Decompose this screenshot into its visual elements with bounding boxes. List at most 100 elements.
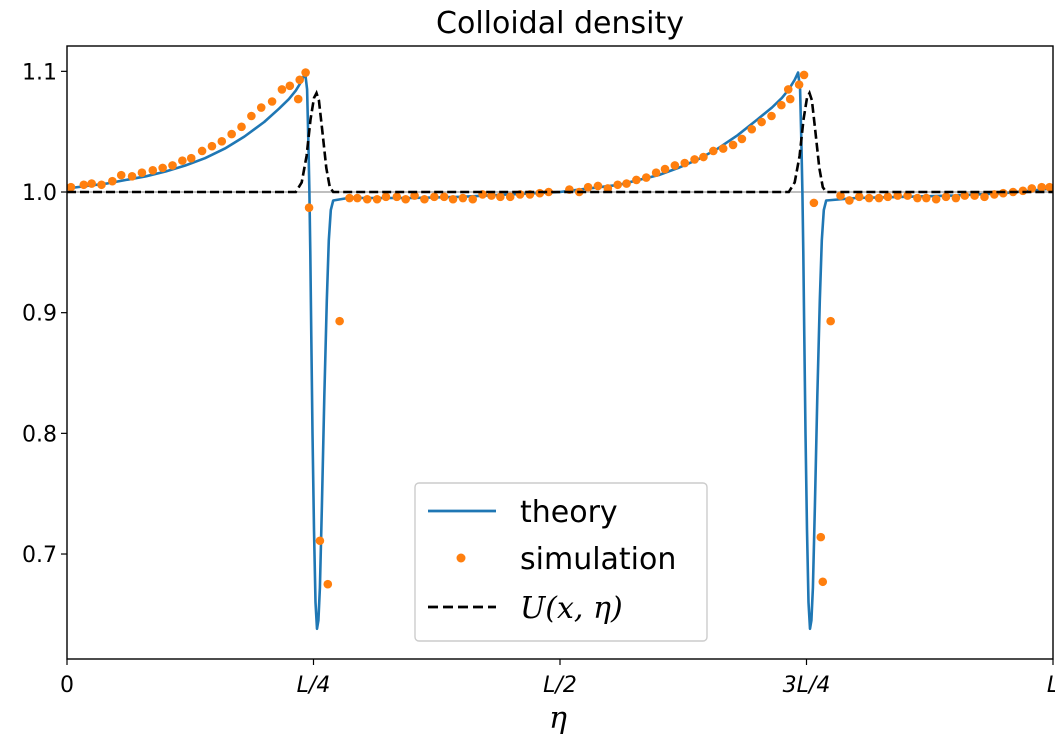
simulation-point [1027, 184, 1037, 193]
simulation-point [87, 179, 96, 188]
simulation-point [874, 193, 884, 203]
legend-label: simulation [520, 542, 676, 577]
simulation-point [651, 168, 661, 178]
simulation-point [448, 194, 458, 204]
simulation-point [468, 194, 478, 204]
simulation-point [544, 187, 553, 197]
x-tick-label: 3L/4 [783, 673, 831, 698]
y-tick-label: 0.8 [22, 422, 57, 447]
simulation-point [980, 192, 989, 202]
simulation-point [127, 172, 137, 181]
simulation-point [345, 193, 354, 203]
simulation-point [931, 194, 941, 204]
simulation-point [1037, 182, 1046, 192]
simulation-point [883, 192, 893, 202]
y-tick-label: 1.0 [22, 181, 57, 206]
simulation-point [785, 94, 795, 104]
simulation-point [137, 168, 147, 178]
simulation-point [1047, 184, 1053, 193]
simulation-point [458, 193, 468, 203]
simulation-point [148, 165, 158, 175]
simulation-point [680, 158, 690, 168]
simulation-point [295, 75, 304, 85]
simulation-point [217, 137, 227, 146]
simulation-point [690, 155, 699, 164]
simulation-point [767, 111, 776, 121]
simulation-point [845, 196, 854, 205]
simulation-point [783, 85, 793, 94]
simulation-point [335, 316, 344, 326]
simulation-point [97, 180, 106, 190]
simulation-point [207, 141, 217, 151]
simulation-point [256, 103, 266, 112]
simulation-point [799, 70, 809, 80]
simulation-point [737, 134, 747, 144]
series-line-potential [67, 89, 1053, 194]
simulation-point [227, 129, 236, 139]
simulation-point [277, 85, 287, 94]
simulation-point [816, 532, 826, 542]
plot-inner [67, 68, 1053, 631]
simulation-point [970, 191, 979, 200]
simulation-point [794, 80, 804, 89]
legend-label: U(x, η) [520, 591, 623, 626]
simulation-point [777, 100, 786, 110]
plot-area [67, 68, 1053, 631]
simulation-point [903, 191, 912, 200]
simulation-point [660, 164, 670, 174]
simulation-point [826, 316, 835, 326]
simulation-point [603, 184, 613, 193]
simulation-point [67, 182, 76, 192]
x-axis-label: η [549, 701, 567, 736]
simulation-point [670, 161, 680, 170]
simulation-point [237, 122, 246, 132]
simulation-point [913, 193, 922, 203]
simulation-point [323, 579, 333, 589]
x-tick-label: 0 [60, 673, 74, 698]
simulation-point [622, 179, 631, 188]
series-line-theory [67, 71, 1053, 631]
simulation-point [951, 193, 961, 203]
simulation-point [401, 194, 410, 204]
simulation-point [301, 68, 310, 77]
simulation-point [641, 173, 651, 182]
simulation-point [496, 192, 505, 202]
simulation-point [186, 153, 196, 163]
legend-label: theory [520, 495, 618, 530]
chart-title: Colloidal density [436, 6, 684, 41]
simulation-point [362, 194, 372, 204]
simulation-point [818, 577, 828, 587]
simulation-point [718, 144, 728, 153]
simulation-point [854, 192, 864, 202]
x-tick-label: L/4 [297, 673, 331, 698]
simulation-point [267, 97, 277, 106]
simulation-point [429, 192, 439, 202]
simulation-point [168, 161, 177, 170]
simulation-point [632, 175, 641, 185]
simulation-point [505, 192, 515, 202]
simulation-point [372, 194, 382, 204]
legend-box [414, 482, 708, 642]
simulation-point [158, 163, 167, 173]
simulation-point [809, 198, 819, 208]
simulation-point [285, 81, 295, 91]
simulation-point [747, 124, 757, 134]
simulation-point [960, 191, 970, 200]
x-tick-label: L [1047, 673, 1055, 698]
x-tick-label: L/2 [543, 673, 577, 698]
simulation-point [757, 117, 766, 127]
simulation-point [315, 536, 325, 546]
simulation-point [108, 176, 117, 186]
legend: theory simulation U(x, η) [414, 482, 708, 642]
simulation-point [439, 192, 449, 202]
simulation-point [613, 180, 622, 190]
simulation-point [836, 191, 845, 200]
axes: 0.7 0.8 0.9 1.0 1.1 0 L/4 L/2 3L/4 Lη [22, 45, 1055, 736]
y-tick-label: 0.7 [22, 543, 57, 568]
simulation-point [116, 170, 126, 180]
simulation-point [79, 180, 89, 190]
y-tick-label: 1.1 [22, 60, 57, 85]
simulation-point [410, 191, 419, 200]
simulation-point [583, 182, 593, 192]
simulation-point [709, 146, 718, 156]
